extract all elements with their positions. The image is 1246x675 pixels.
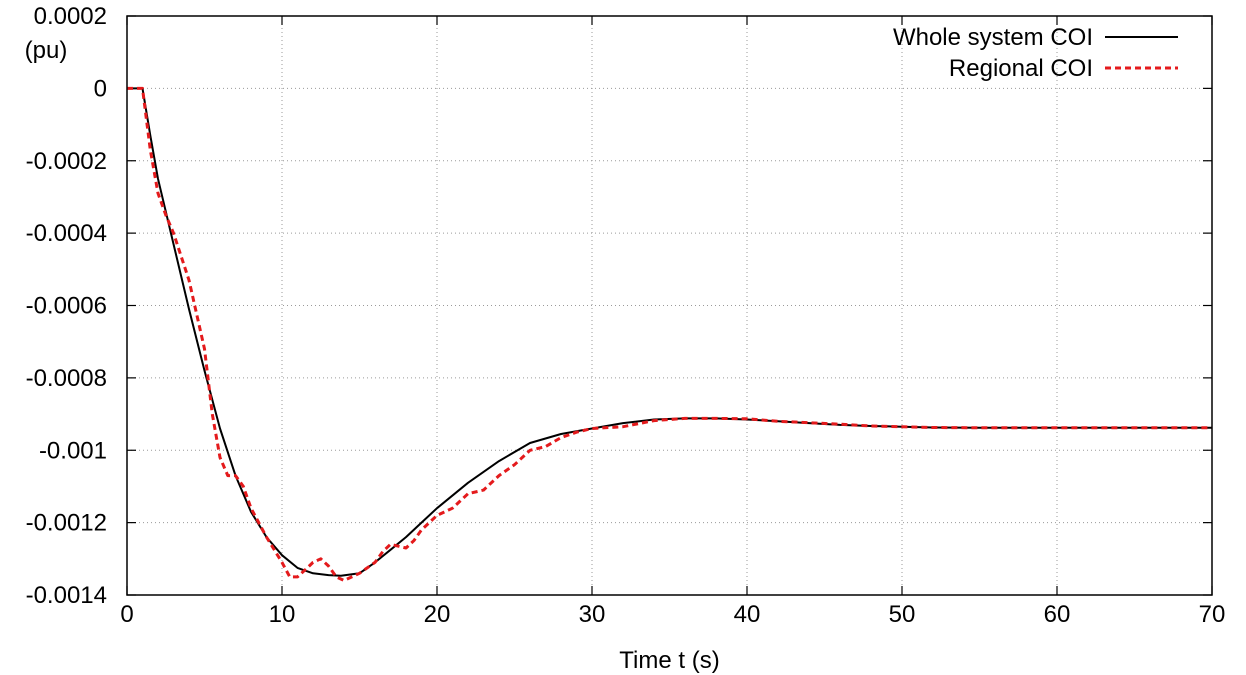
plot-frame bbox=[126, 15, 1213, 596]
y-tick-label: -0.0004 bbox=[26, 220, 107, 247]
y-tick-label: -0.001 bbox=[39, 437, 107, 464]
y-axis-label: (pu) bbox=[25, 37, 68, 64]
axis-ticks bbox=[126, 15, 1213, 596]
legend-label: Regional COI bbox=[949, 55, 1093, 82]
y-tick-labels: 0.0002 0 -0.0002 -0.0004 -0.0006 -0.0008 -0.00… bbox=[26, 3, 107, 609]
x-axis-label: Time t (s) bbox=[619, 647, 719, 674]
legend-label: Whole system COI bbox=[893, 24, 1093, 51]
x-tick-label: 0 bbox=[120, 601, 133, 628]
y-tick-label: -0.0008 bbox=[26, 365, 107, 392]
y-tick-label: -0.0006 bbox=[26, 293, 107, 320]
x-tick-labels: 0 10 20 30 40 50 60 70 bbox=[120, 601, 1225, 628]
x-tick-label: 50 bbox=[889, 601, 916, 628]
series-layer bbox=[127, 86, 1212, 582]
y-tick-label: -0.0012 bbox=[26, 510, 107, 537]
x-tick-label: 10 bbox=[269, 601, 296, 628]
legend: Whole system COI Regional COI bbox=[893, 24, 1178, 82]
x-tick-label: 20 bbox=[424, 601, 451, 628]
y-tick-label: -0.0014 bbox=[26, 582, 107, 609]
y-tick-label: 0 bbox=[94, 75, 107, 102]
x-tick-label: 40 bbox=[734, 601, 761, 628]
x-tick-label: 30 bbox=[579, 601, 606, 628]
series-line-0 bbox=[127, 87, 1212, 577]
grid-lines bbox=[127, 16, 1212, 595]
y-tick-label: 0.0002 bbox=[34, 3, 107, 30]
series-line-1 bbox=[127, 86, 1212, 582]
y-tick-label: -0.0002 bbox=[26, 148, 107, 175]
x-tick-label: 60 bbox=[1044, 601, 1071, 628]
x-tick-label: 70 bbox=[1199, 601, 1226, 628]
